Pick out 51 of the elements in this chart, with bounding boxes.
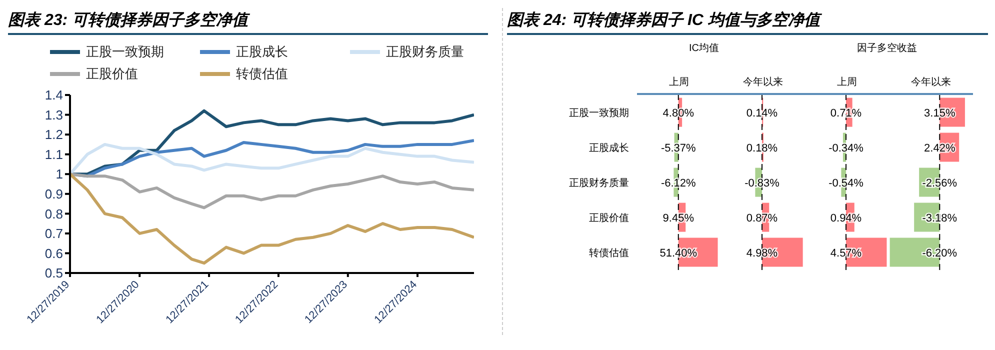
data-label: -3.18% [922,212,958,224]
data-label: 4.98% [746,247,778,260]
y-tick-label: 转债估值 [589,247,629,260]
chart-title: 图表 23: 可转债择券因子多空净值 [8,8,488,35]
legend-label: 正股一致预期 [86,43,164,61]
chart-subtitle: 今年以来 [721,75,805,95]
data-label: -0.34% [828,142,864,154]
chart-subtitle: 上周 [637,75,721,95]
data-label: 2.42% [924,142,956,154]
y-tick-label: 1.3 [44,107,63,122]
chart-subtitle: 今年以来 [889,75,973,95]
data-label: -6.12% [660,177,696,190]
data-label: -0.54% [828,177,864,190]
data-label: 4.57% [830,247,862,260]
y-tick-label: 0.8 [44,206,63,222]
data-label: 4.80% [662,107,694,120]
data-label: 0.94% [830,212,862,224]
y-tick-label: 1.1 [44,146,63,162]
data-label: 3.15% [924,107,956,120]
y-tick-label: 正股成长 [589,142,629,154]
y-tick-label: 0.6 [44,246,63,261]
legend-label: 正股财务质量 [386,43,464,61]
data-label: 51.40% [660,247,698,260]
y-tick-label: 1 [56,166,63,182]
data-label: 0.87% [746,212,778,224]
chart-title: 图表 24: 可转债择券因子 IC 均值与多空净值 [507,8,988,35]
line-series [70,172,474,265]
y-tick-label: 0.9 [44,186,63,202]
text: 因子多空收益 [856,42,918,55]
data-label: -6.20% [922,247,958,260]
y-tick-label: 正股财务质量 [569,177,629,190]
data-label: -5.37% [660,142,696,154]
y-tick-label: 0.7 [44,226,63,242]
y-tick-label: 正股价值 [589,212,629,224]
data-label: 9.45% [662,212,694,224]
data-label: 0.71% [830,107,862,120]
y-tick-label: 正股一致预期 [569,107,629,120]
line-series [70,172,474,210]
legend-label: 转债估值 [236,65,288,83]
line-series [70,109,474,176]
chart-subtitle: 上周 [805,75,889,95]
data-label: 0.14% [746,107,778,120]
y-tick-label: 1.2 [44,127,63,142]
data-label: 0.18% [746,142,778,154]
legend-label: 正股成长 [236,43,288,61]
data-label: -0.83% [744,177,780,190]
legend-label: 正股价值 [86,65,138,83]
y-tick-label: 1.4 [44,88,63,103]
y-tick-label: 0.5 [44,266,63,281]
text: IC均值 [688,42,720,55]
data-label: -2.56% [922,177,958,190]
